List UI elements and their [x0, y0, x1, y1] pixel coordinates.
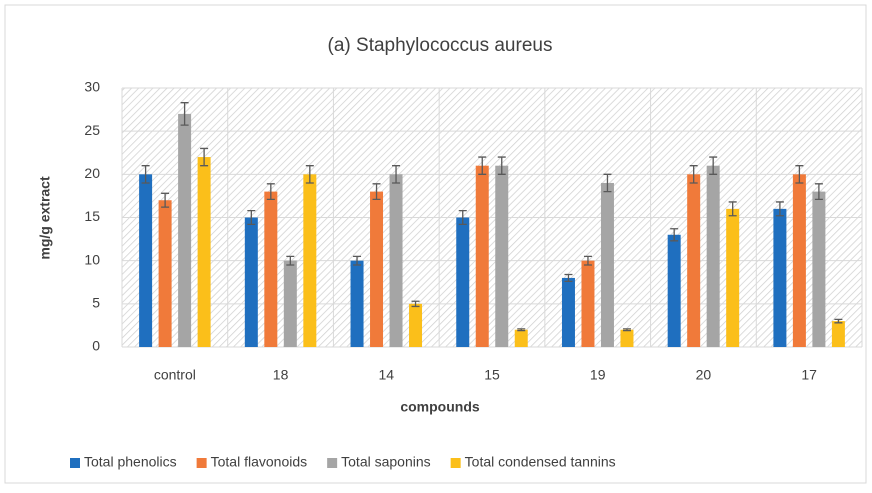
bar [350, 260, 364, 347]
x-tick-label: 18 [273, 367, 289, 383]
bar [244, 217, 258, 347]
legend-swatch [327, 458, 338, 468]
bar [687, 174, 701, 347]
y-tick-label: 15 [84, 208, 100, 224]
x-tick-label: 17 [801, 367, 817, 383]
bar [812, 191, 826, 347]
error-bar [775, 201, 784, 217]
bar [600, 182, 614, 347]
error-bar [200, 147, 209, 167]
bar [197, 157, 211, 347]
y-tick-label: 0 [92, 338, 100, 354]
error-bar [266, 183, 275, 201]
bar [667, 234, 681, 347]
error-bar [603, 173, 612, 193]
bar [514, 329, 528, 347]
x-tick-label: 14 [378, 367, 394, 383]
y-tick-label: 30 [84, 79, 100, 95]
legend-label: Total condensed tannins [465, 454, 616, 470]
error-bar [709, 156, 718, 175]
chart-title: (a) Staphylococcus aureus [328, 35, 553, 56]
bar [264, 191, 278, 347]
x-tick-label: control [154, 367, 196, 383]
bar [139, 174, 153, 347]
bar [475, 165, 489, 347]
error-bar [372, 183, 381, 201]
error-bar [497, 156, 506, 175]
error-bar [622, 328, 631, 332]
bar [303, 174, 317, 347]
legend-swatch [196, 458, 207, 468]
bar [831, 321, 845, 347]
y-tick-label: 25 [84, 122, 100, 138]
x-axis-label: compounds [400, 399, 480, 415]
y-tick-label: 10 [84, 251, 100, 267]
legend-label: Total saponins [341, 454, 431, 470]
y-tick-label: 20 [84, 165, 100, 181]
bar [456, 217, 470, 347]
error-bar [689, 165, 698, 184]
bar [158, 200, 172, 347]
bar [620, 329, 634, 347]
error-bar [392, 165, 401, 184]
error-bar [161, 192, 170, 208]
bar [792, 174, 806, 347]
bar [773, 208, 787, 347]
bar [178, 113, 192, 348]
bar [283, 260, 297, 347]
legend-swatch [450, 458, 461, 468]
error-bar [141, 165, 150, 184]
error-bar [517, 328, 526, 332]
error-bar [564, 273, 573, 283]
legend-swatch [70, 458, 80, 468]
bar [581, 260, 595, 347]
error-bar [411, 300, 420, 308]
legend-label: Total phenolics [84, 454, 177, 470]
error-bar [728, 201, 737, 217]
error-bar [247, 209, 256, 226]
error-bar [834, 318, 843, 324]
legend-label: Total flavonoids [211, 454, 308, 470]
error-bar [286, 255, 295, 266]
bar [370, 191, 384, 347]
error-bar [180, 102, 189, 126]
bar [561, 277, 575, 347]
y-tick-label: 5 [92, 295, 100, 311]
bar [495, 165, 509, 347]
bar [389, 174, 403, 347]
error-bar [305, 165, 314, 184]
error-bar [583, 255, 592, 266]
bar [409, 303, 423, 347]
error-bar [478, 156, 487, 175]
x-tick-label: 20 [696, 367, 712, 383]
error-bar [814, 183, 823, 201]
bar [706, 165, 720, 347]
error-bar [458, 209, 467, 226]
error-bar [670, 228, 679, 242]
error-bar [353, 255, 362, 266]
error-bar [795, 165, 804, 184]
x-tick-label: 15 [484, 367, 500, 383]
y-axis-label: mg/g extract [37, 176, 53, 260]
x-tick-label: 19 [590, 367, 606, 383]
bar [726, 208, 740, 347]
